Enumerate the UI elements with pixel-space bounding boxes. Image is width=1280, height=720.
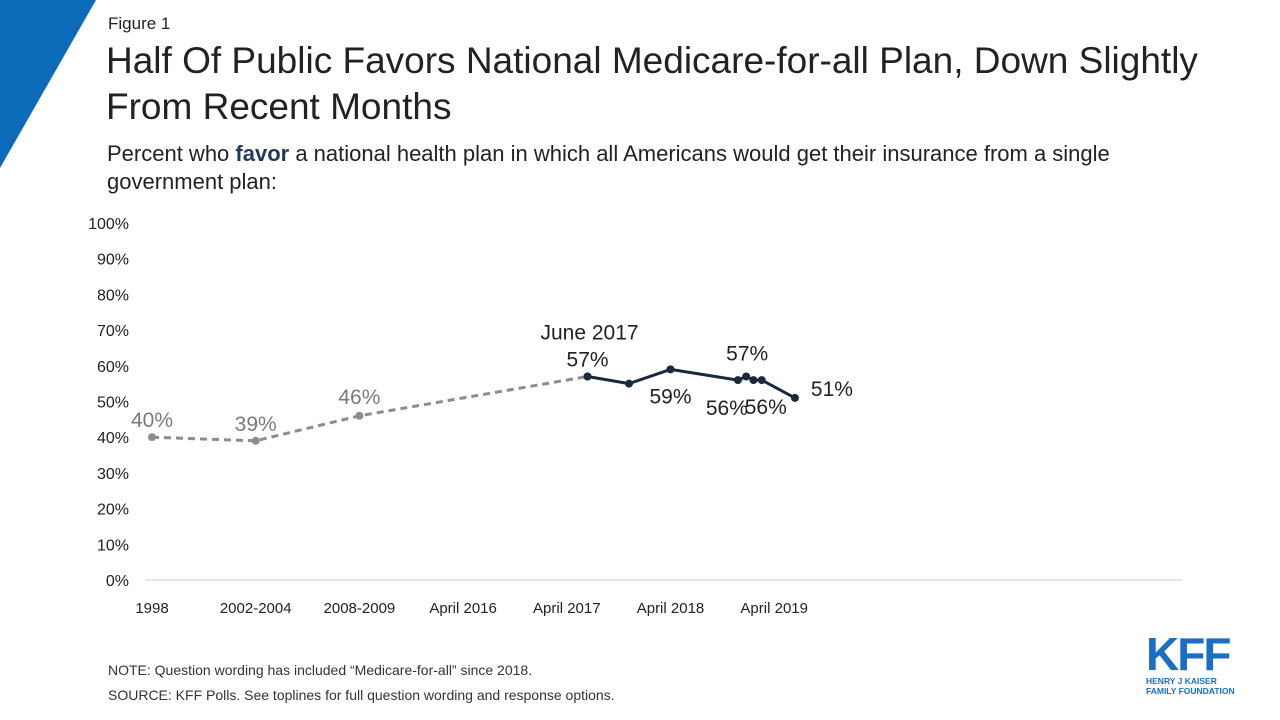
y-tick-label: 80% (97, 287, 129, 304)
y-tick-label: 20% (97, 502, 129, 519)
kff-logo: KFF HENRY J KAISER FAMILY FOUNDATION (1146, 628, 1246, 696)
y-tick-label: 100% (88, 216, 129, 233)
y-tick-label: 40% (97, 430, 129, 447)
data-label: 57% (726, 343, 768, 366)
y-tick-label: 10% (97, 537, 129, 554)
annotation-label: June 2017 (540, 322, 638, 345)
data-label: 40% (131, 409, 173, 432)
logo-subtitle: HENRY J KAISER FAMILY FOUNDATION (1146, 676, 1235, 696)
x-tick-label: 1998 (135, 600, 168, 617)
y-tick-label: 0% (106, 573, 129, 590)
chart-subtitle: Percent who favor a national health plan… (107, 140, 1227, 196)
x-tick-label: 2008-2009 (324, 600, 396, 617)
subtitle-pre: Percent who (107, 141, 236, 166)
data-point (666, 365, 675, 374)
data-point (742, 372, 751, 381)
data-label: 56% (706, 397, 748, 420)
data-point (749, 376, 758, 385)
y-tick-label: 70% (97, 323, 129, 340)
x-tick-label: 2002-2004 (220, 600, 292, 617)
data-point (790, 393, 799, 402)
x-tick-label: April 2016 (429, 600, 497, 617)
x-tick-label: April 2017 (533, 600, 601, 617)
data-point (148, 433, 156, 442)
data-point (625, 379, 634, 388)
data-label: 57% (567, 349, 609, 372)
logo-mark: KFF (1146, 628, 1231, 680)
subtitle-bold: favor (235, 141, 290, 166)
corner-accent-triangle (0, 0, 96, 168)
data-label: 51% (811, 378, 853, 401)
data-label: 39% (235, 413, 277, 436)
subtitle-post: a national health plan in which all Amer… (107, 141, 1110, 194)
figure-label: Figure 1 (108, 14, 171, 33)
x-tick-label: April 2018 (637, 600, 705, 617)
data-point (355, 411, 364, 420)
data-point (733, 376, 742, 385)
y-tick-label: 30% (97, 466, 129, 483)
data-label: 59% (649, 385, 691, 408)
y-tick-label: 90% (97, 252, 129, 269)
data-point (583, 372, 592, 381)
data-label: 46% (338, 386, 380, 409)
chart-title: Half Of Public Favors National Medicare-… (106, 40, 1198, 127)
x-tick-label: April 2019 (740, 600, 808, 617)
data-point (251, 436, 260, 445)
data-label: 56% (745, 396, 787, 419)
dashed-series-line (151, 375, 588, 443)
data-point (757, 376, 766, 385)
note-text: NOTE: Question wording has included “Med… (108, 662, 533, 678)
y-tick-label: 60% (97, 359, 129, 376)
source-text: SOURCE: KFF Polls. See toplines for full… (108, 687, 615, 703)
y-tick-label: 50% (97, 395, 129, 412)
